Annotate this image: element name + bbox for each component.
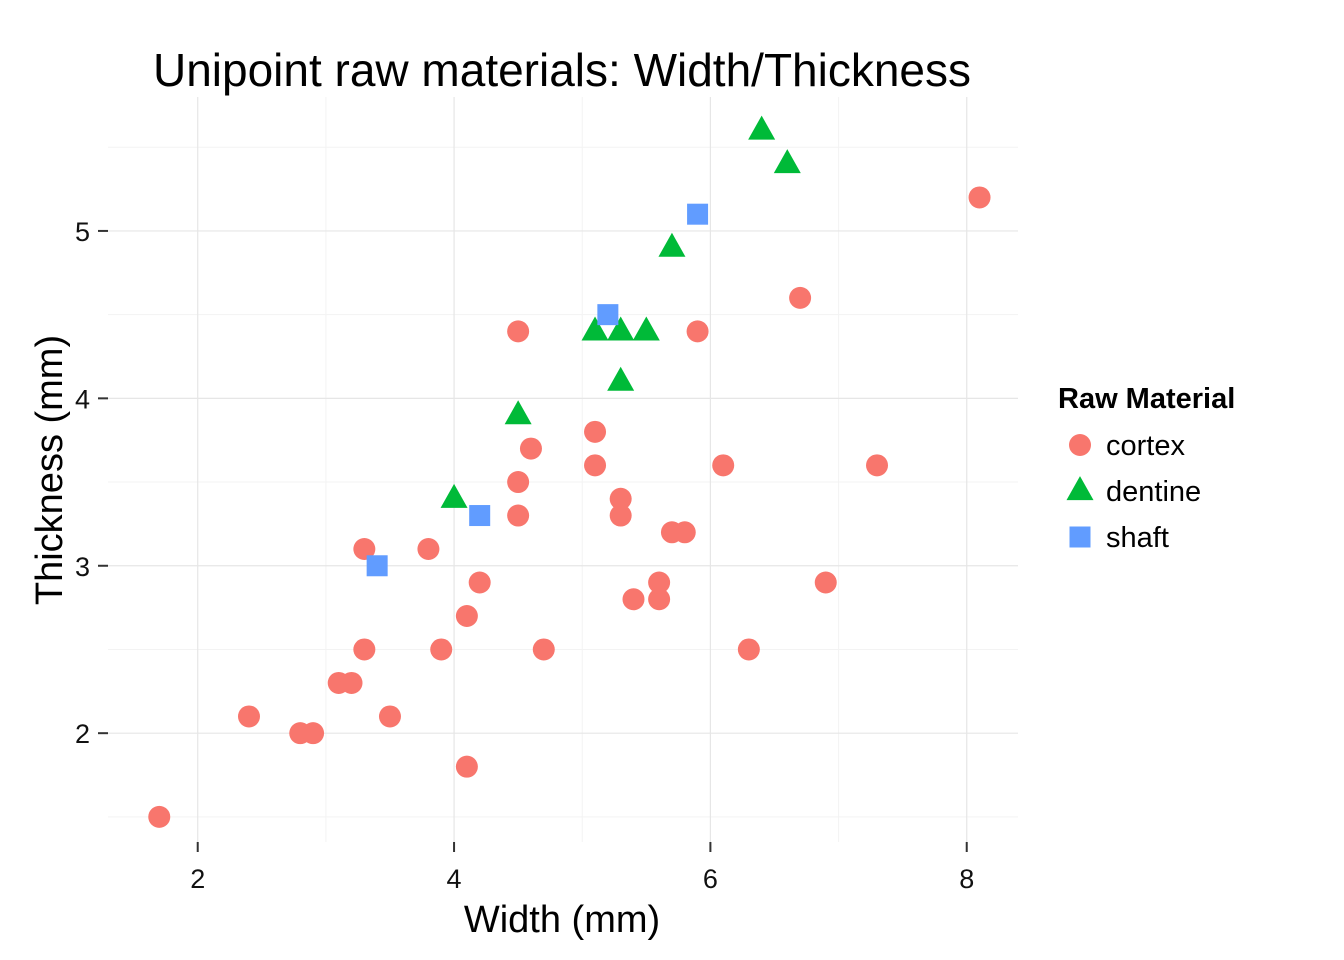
cortex-point <box>417 538 440 561</box>
dentine-point <box>440 483 468 508</box>
cortex-point <box>507 504 530 527</box>
x-tick-label: 8 <box>959 864 974 894</box>
cortex-point <box>648 588 671 611</box>
cortex-point <box>148 805 171 828</box>
y-tick-label: 4 <box>75 384 90 414</box>
cortex-point <box>507 471 530 494</box>
x-axis-label: Width (mm) <box>464 899 660 941</box>
dentine-point <box>581 316 609 341</box>
legend-key-cortex <box>1069 434 1091 456</box>
axes: 2 4 6 8 2 3 4 5 <box>75 217 974 894</box>
shaft-point <box>597 304 619 326</box>
legend-title: Raw Material <box>1058 383 1235 415</box>
grid-lines <box>108 97 1018 842</box>
chart-title: Unipoint raw materials: Width/Thickness <box>153 44 971 96</box>
y-tick-label: 2 <box>75 719 90 749</box>
x-tick-label: 4 <box>447 864 462 894</box>
cortex-point <box>789 286 812 309</box>
cortex-point <box>353 638 376 661</box>
legend: Raw Material cortex dentine shaft <box>1058 383 1235 554</box>
cortex-point <box>968 186 991 209</box>
cortex-point <box>455 604 478 627</box>
cortex-point <box>507 320 530 343</box>
cortex-point <box>609 487 632 510</box>
legend-label-cortex: cortex <box>1106 430 1185 462</box>
shaft-point <box>366 555 388 577</box>
cortex-point <box>378 705 401 728</box>
cortex-point <box>584 420 607 443</box>
cortex-point <box>866 454 889 477</box>
y-axis-label: Thickness (mm) <box>29 335 71 605</box>
cortex-point <box>430 638 453 661</box>
cortex-point <box>455 755 478 778</box>
cortex-point <box>673 521 696 544</box>
cortex-point <box>737 638 760 661</box>
y-tick-label: 3 <box>75 552 90 582</box>
cortex-point <box>532 638 555 661</box>
dentine-point <box>607 366 635 391</box>
dentine-point <box>607 316 635 341</box>
legend-label-shaft: shaft <box>1106 522 1169 554</box>
cortex-point <box>353 538 376 561</box>
cortex-point <box>468 571 491 594</box>
legend-label-dentine: dentine <box>1106 476 1201 508</box>
cortex-point <box>340 671 363 694</box>
legend-key-dentine <box>1066 476 1094 501</box>
cortex-point <box>712 454 735 477</box>
legend-key-shaft <box>1069 526 1091 548</box>
data-points <box>148 115 991 828</box>
x-tick-label: 2 <box>190 864 205 894</box>
cortex-point <box>686 320 709 343</box>
cortex-point <box>648 571 671 594</box>
shaft-point <box>687 203 709 225</box>
dentine-point <box>773 149 801 174</box>
cortex-point <box>237 705 260 728</box>
cortex-point <box>814 571 837 594</box>
shaft-point <box>469 505 491 527</box>
cortex-point <box>302 722 325 745</box>
dentine-point <box>748 115 776 140</box>
cortex-point <box>584 454 607 477</box>
dentine-point <box>504 400 532 425</box>
dentine-point <box>658 232 686 257</box>
cortex-point <box>609 504 632 527</box>
dentine-point <box>632 316 660 341</box>
cortex-point <box>622 588 645 611</box>
x-tick-label: 6 <box>703 864 718 894</box>
y-tick-label: 5 <box>75 217 90 247</box>
cortex-point <box>519 437 542 460</box>
